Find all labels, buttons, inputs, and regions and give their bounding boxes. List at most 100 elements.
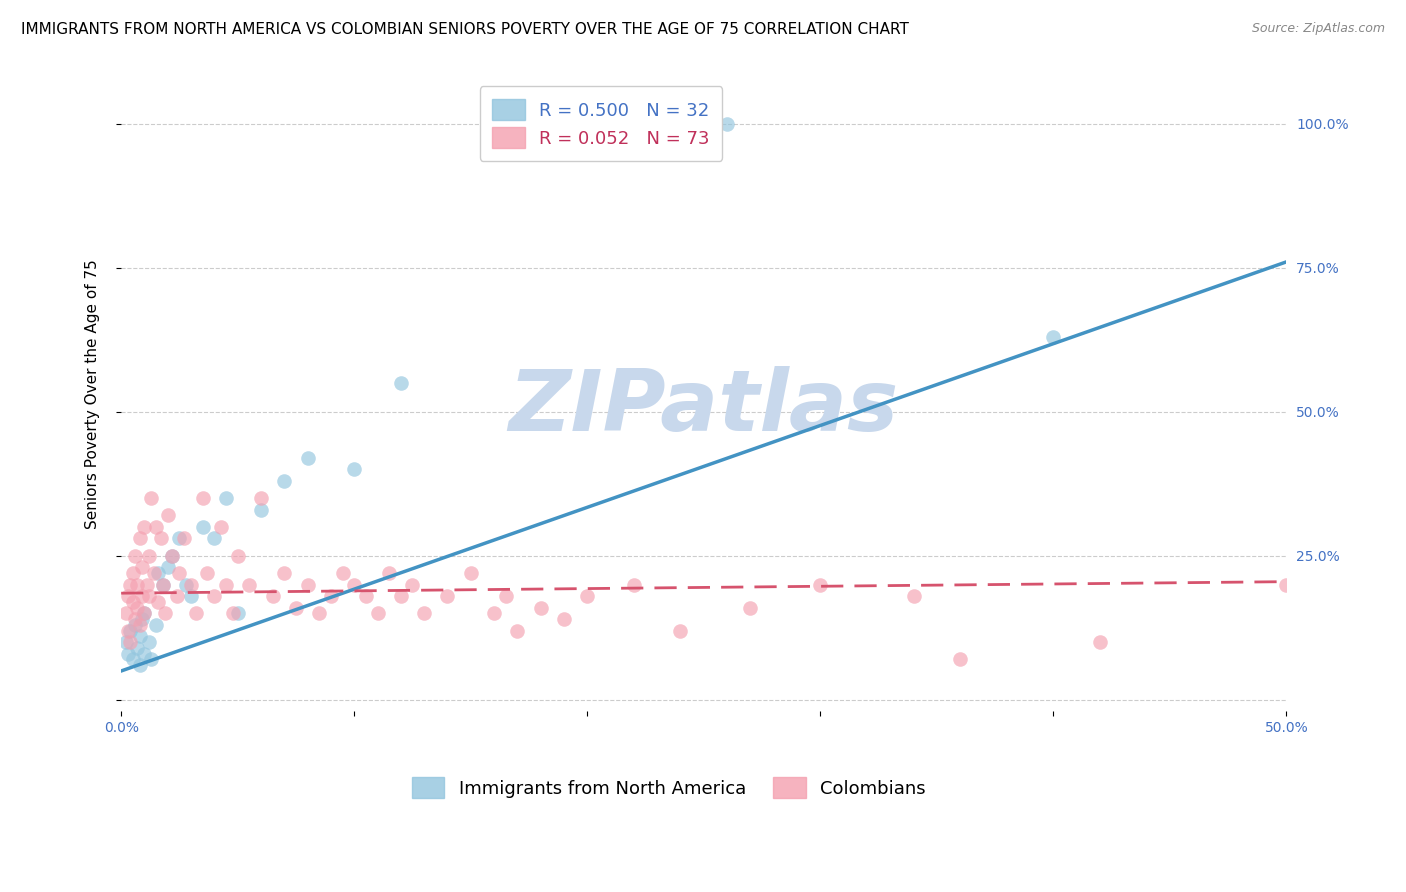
Point (903, 589, 925, 603)
Point (131, 589, 153, 603)
Point (120, 635, 142, 649)
Point (949, 652, 972, 666)
Y-axis label: Seniors Poverty Over the Age of 75: Seniors Poverty Over the Age of 75 (86, 260, 100, 529)
Point (389, 376, 412, 390)
Point (262, 589, 284, 603)
Point (366, 607, 388, 621)
Point (436, 589, 458, 603)
Point (121, 652, 143, 666)
Point (1275, 577, 1298, 591)
Point (226, 607, 249, 621)
Point (124, 618, 146, 632)
Point (808, 577, 831, 591)
Point (378, 566, 401, 580)
Point (152, 577, 174, 591)
Point (215, 577, 238, 591)
Point (120, 577, 142, 591)
Point (332, 566, 354, 580)
Point (215, 491, 238, 505)
Point (127, 600, 149, 615)
Point (124, 612, 146, 626)
Point (124, 549, 146, 563)
Point (180, 589, 202, 603)
Point (297, 577, 319, 591)
Text: ZIPatlas: ZIPatlas (509, 366, 898, 449)
Point (173, 532, 195, 546)
Point (148, 595, 170, 609)
Text: Source: ZipAtlas.com: Source: ZipAtlas.com (1251, 22, 1385, 36)
Point (134, 607, 156, 621)
Point (553, 612, 575, 626)
Point (202, 589, 225, 603)
Point (166, 589, 188, 603)
Point (121, 595, 143, 609)
Point (131, 612, 153, 626)
Point (222, 607, 245, 621)
Point (141, 491, 163, 505)
Point (134, 607, 156, 621)
Point (145, 618, 167, 632)
Point (308, 607, 330, 621)
Point (149, 532, 172, 546)
Point (343, 462, 366, 476)
Point (114, 635, 136, 649)
Point (117, 624, 139, 638)
Point (162, 549, 184, 563)
Point (148, 566, 170, 580)
Point (226, 549, 249, 563)
Point (162, 549, 184, 563)
Point (273, 566, 295, 580)
Point (250, 491, 273, 505)
Legend: Immigrants from North America, Colombians: Immigrants from North America, Colombian… (399, 764, 938, 811)
Point (669, 624, 692, 638)
Point (576, 589, 599, 603)
Point (134, 520, 156, 534)
Point (131, 560, 153, 574)
Point (180, 577, 202, 591)
Point (530, 600, 553, 615)
Point (127, 577, 149, 591)
Point (117, 647, 139, 661)
Point (401, 577, 423, 591)
Point (152, 577, 174, 591)
Point (169, 566, 191, 580)
Point (134, 647, 156, 661)
Point (156, 560, 179, 574)
Point (297, 450, 319, 465)
Text: IMMIGRANTS FROM NORTH AMERICA VS COLOMBIAN SENIORS POVERTY OVER THE AGE OF 75 CO: IMMIGRANTS FROM NORTH AMERICA VS COLOMBI… (21, 22, 908, 37)
Point (191, 491, 214, 505)
Point (117, 589, 139, 603)
Point (138, 589, 160, 603)
Point (413, 607, 436, 621)
Point (343, 577, 366, 591)
Point (128, 658, 150, 673)
Point (184, 607, 207, 621)
Point (128, 618, 150, 632)
Point (138, 549, 160, 563)
Point (389, 589, 412, 603)
Point (506, 624, 529, 638)
Point (202, 532, 225, 546)
Point (250, 502, 273, 516)
Point (142, 566, 165, 580)
Point (145, 520, 167, 534)
Point (1088, 635, 1111, 649)
Point (191, 520, 214, 534)
Point (195, 566, 218, 580)
Point (495, 589, 517, 603)
Point (114, 607, 136, 621)
Point (135, 577, 157, 591)
Point (273, 474, 295, 488)
Point (141, 652, 163, 666)
Point (209, 520, 232, 534)
Point (120, 624, 142, 638)
Point (169, 532, 191, 546)
Point (460, 566, 482, 580)
Point (716, 116, 738, 130)
Point (1042, 330, 1064, 344)
Point (121, 566, 143, 580)
Point (740, 600, 762, 615)
Point (128, 532, 150, 546)
Point (354, 589, 377, 603)
Point (482, 607, 505, 621)
